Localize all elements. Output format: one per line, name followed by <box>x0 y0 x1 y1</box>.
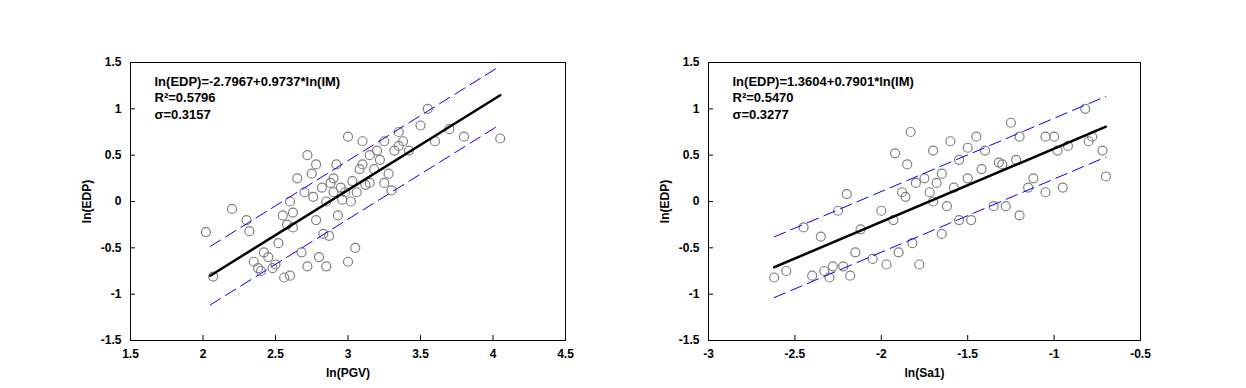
svg-text:0: 0 <box>693 194 700 208</box>
svg-text:-1.5: -1.5 <box>679 333 700 347</box>
svg-text:ln(Sa1): ln(Sa1) <box>904 366 944 380</box>
svg-text:-0.5: -0.5 <box>101 241 122 255</box>
svg-text:2: 2 <box>200 347 207 361</box>
svg-text:3.5: 3.5 <box>412 347 429 361</box>
svg-text:0.5: 0.5 <box>105 148 122 162</box>
svg-text:-0.5: -0.5 <box>1130 347 1151 361</box>
svg-text:3: 3 <box>345 347 352 361</box>
svg-text:1: 1 <box>693 102 700 116</box>
svg-text:ln(PGV): ln(PGV) <box>326 366 370 380</box>
svg-text:0.5: 0.5 <box>683 148 700 162</box>
svg-text:2.5: 2.5 <box>267 347 284 361</box>
svg-text:-0.5: -0.5 <box>679 241 700 255</box>
svg-text:-1.5: -1.5 <box>957 347 978 361</box>
svg-text:1.5: 1.5 <box>105 55 122 69</box>
svg-text:ln(EDP): ln(EDP) <box>80 180 94 223</box>
svg-text:1.5: 1.5 <box>683 55 700 69</box>
svg-text:-1.5: -1.5 <box>101 333 122 347</box>
svg-text:1.5: 1.5 <box>122 347 139 361</box>
svg-text:4.5: 4.5 <box>557 347 574 361</box>
svg-text:ln(EDP): ln(EDP) <box>658 180 672 223</box>
svg-text:1: 1 <box>115 102 122 116</box>
svg-text:4: 4 <box>490 347 497 361</box>
svg-text:-2.5: -2.5 <box>785 347 806 361</box>
svg-text:-1: -1 <box>1049 347 1060 361</box>
svg-text:ln(EDP)=1.3604+0.7901*ln(IM)R²: ln(EDP)=1.3604+0.7901*ln(IM)R²=0.5470σ=0… <box>733 74 914 122</box>
svg-text:-1: -1 <box>689 287 700 301</box>
svg-text:-2: -2 <box>876 347 887 361</box>
svg-text:-1: -1 <box>111 287 122 301</box>
svg-text:ln(EDP)=-2.7967+0.9737*ln(IM)R: ln(EDP)=-2.7967+0.9737*ln(IM)R²=0.5796σ=… <box>155 74 341 122</box>
svg-text:-3: -3 <box>703 347 714 361</box>
svg-text:0: 0 <box>115 194 122 208</box>
